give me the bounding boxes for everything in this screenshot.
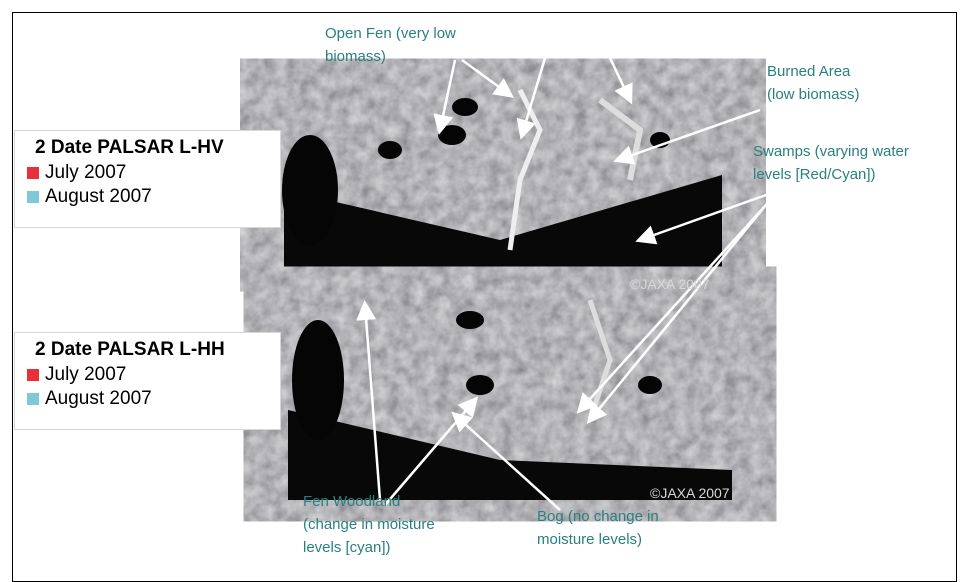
legend-title: 2 Date PALSAR L-HV bbox=[35, 137, 224, 158]
annotation: Bog (no change in moisture levels) bbox=[537, 505, 659, 551]
annotation-line: Open Fen (very low bbox=[325, 25, 456, 42]
legend-label: August 2007 bbox=[45, 388, 152, 409]
legend-item: July 2007 bbox=[27, 363, 280, 387]
legend-label: July 2007 bbox=[45, 364, 127, 385]
annotation-line: (low biomass) bbox=[767, 86, 860, 103]
annotation: Open Fen (very low biomass) bbox=[325, 22, 456, 68]
annotation-line: levels [cyan]) bbox=[303, 539, 391, 556]
legend-title: 2 Date PALSAR L-HH bbox=[35, 339, 225, 360]
legend: 2 Date PALSAR L-HH July 2007 August 2007 bbox=[14, 332, 281, 430]
image-hv bbox=[282, 78, 722, 272]
annotation-line: moisture levels) bbox=[537, 531, 643, 548]
annotation-line: Swamps (varying water bbox=[753, 143, 909, 160]
annotation-line: levels [Red/Cyan]) bbox=[753, 166, 876, 183]
annotation-line: (change in moisture bbox=[303, 516, 435, 533]
annotation-line: Burned Area bbox=[767, 63, 851, 80]
watermark: ©JAXA 2007 bbox=[630, 276, 710, 292]
annotation: Swamps (varying water levels [Red/Cyan]) bbox=[753, 140, 909, 186]
annotation: Fen Woodland (change in moisture levels [c… bbox=[303, 490, 435, 559]
annotation: Burned Area (low biomass) bbox=[767, 60, 860, 106]
annotation-line: Bog (no change in bbox=[537, 508, 659, 525]
legend-label: August 2007 bbox=[45, 186, 152, 207]
legend-item: August 2007 bbox=[27, 185, 280, 209]
watermark: ©JAXA 2007 bbox=[650, 485, 730, 501]
legend-item: August 2007 bbox=[27, 387, 280, 411]
legend: 2 Date PALSAR L-HV July 2007 August 2007 bbox=[14, 130, 281, 228]
legend-label: July 2007 bbox=[45, 162, 127, 183]
annotation-line: biomass) bbox=[325, 48, 386, 65]
annotation-line: Fen Woodland bbox=[303, 493, 401, 510]
legend-item: July 2007 bbox=[27, 161, 280, 185]
image-hh bbox=[288, 288, 732, 500]
arrows bbox=[356, 57, 781, 511]
